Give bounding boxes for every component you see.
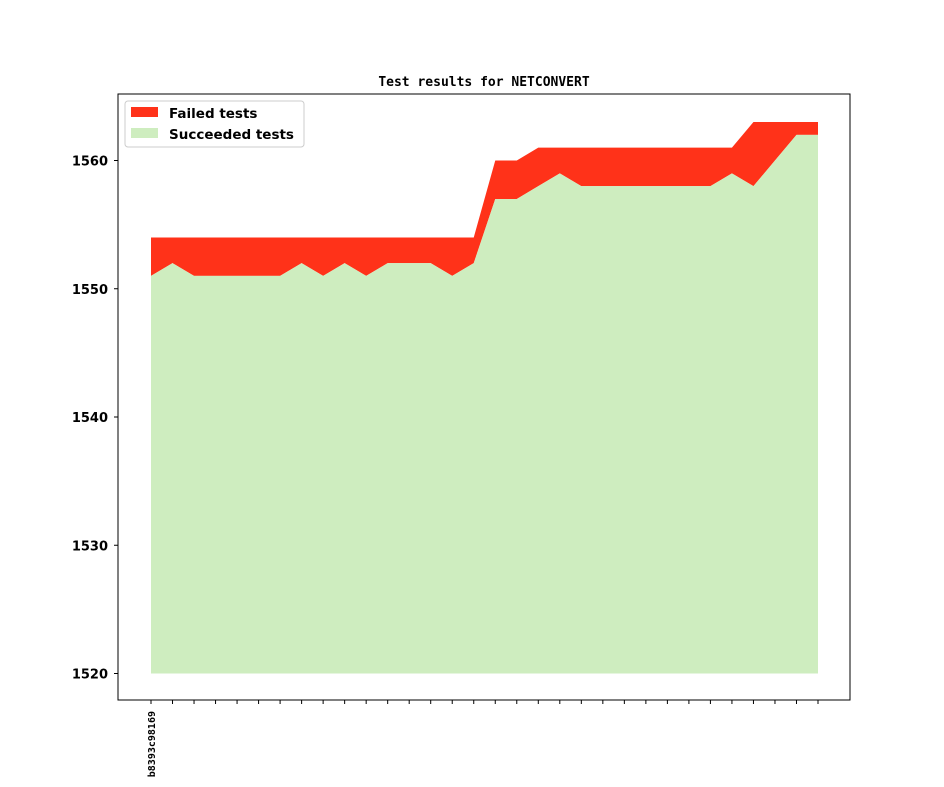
plot-frame: [117, 93, 851, 701]
x-tick-label: b8393c98169: [147, 711, 158, 777]
legend: Failed tests Succeeded tests: [124, 100, 305, 148]
legend-label-failed: Failed tests: [169, 106, 257, 122]
area-failed-tests: [151, 122, 818, 276]
legend-swatch-failed: [131, 107, 158, 117]
legend-box: [124, 100, 305, 148]
y-tick-label: 1560: [72, 155, 108, 170]
area-succeeded-tests: [151, 134, 818, 674]
y-tick-label: 1550: [72, 283, 108, 298]
legend-label-succeeded: Succeeded tests: [169, 127, 294, 143]
chart-title: Test results for NETCONVERT: [378, 75, 589, 90]
y-tick-label: 1530: [72, 539, 108, 554]
y-tick-label: 1540: [72, 411, 108, 426]
y-tick-label: 1520: [72, 668, 108, 683]
legend-swatch-succeeded: [131, 128, 158, 138]
